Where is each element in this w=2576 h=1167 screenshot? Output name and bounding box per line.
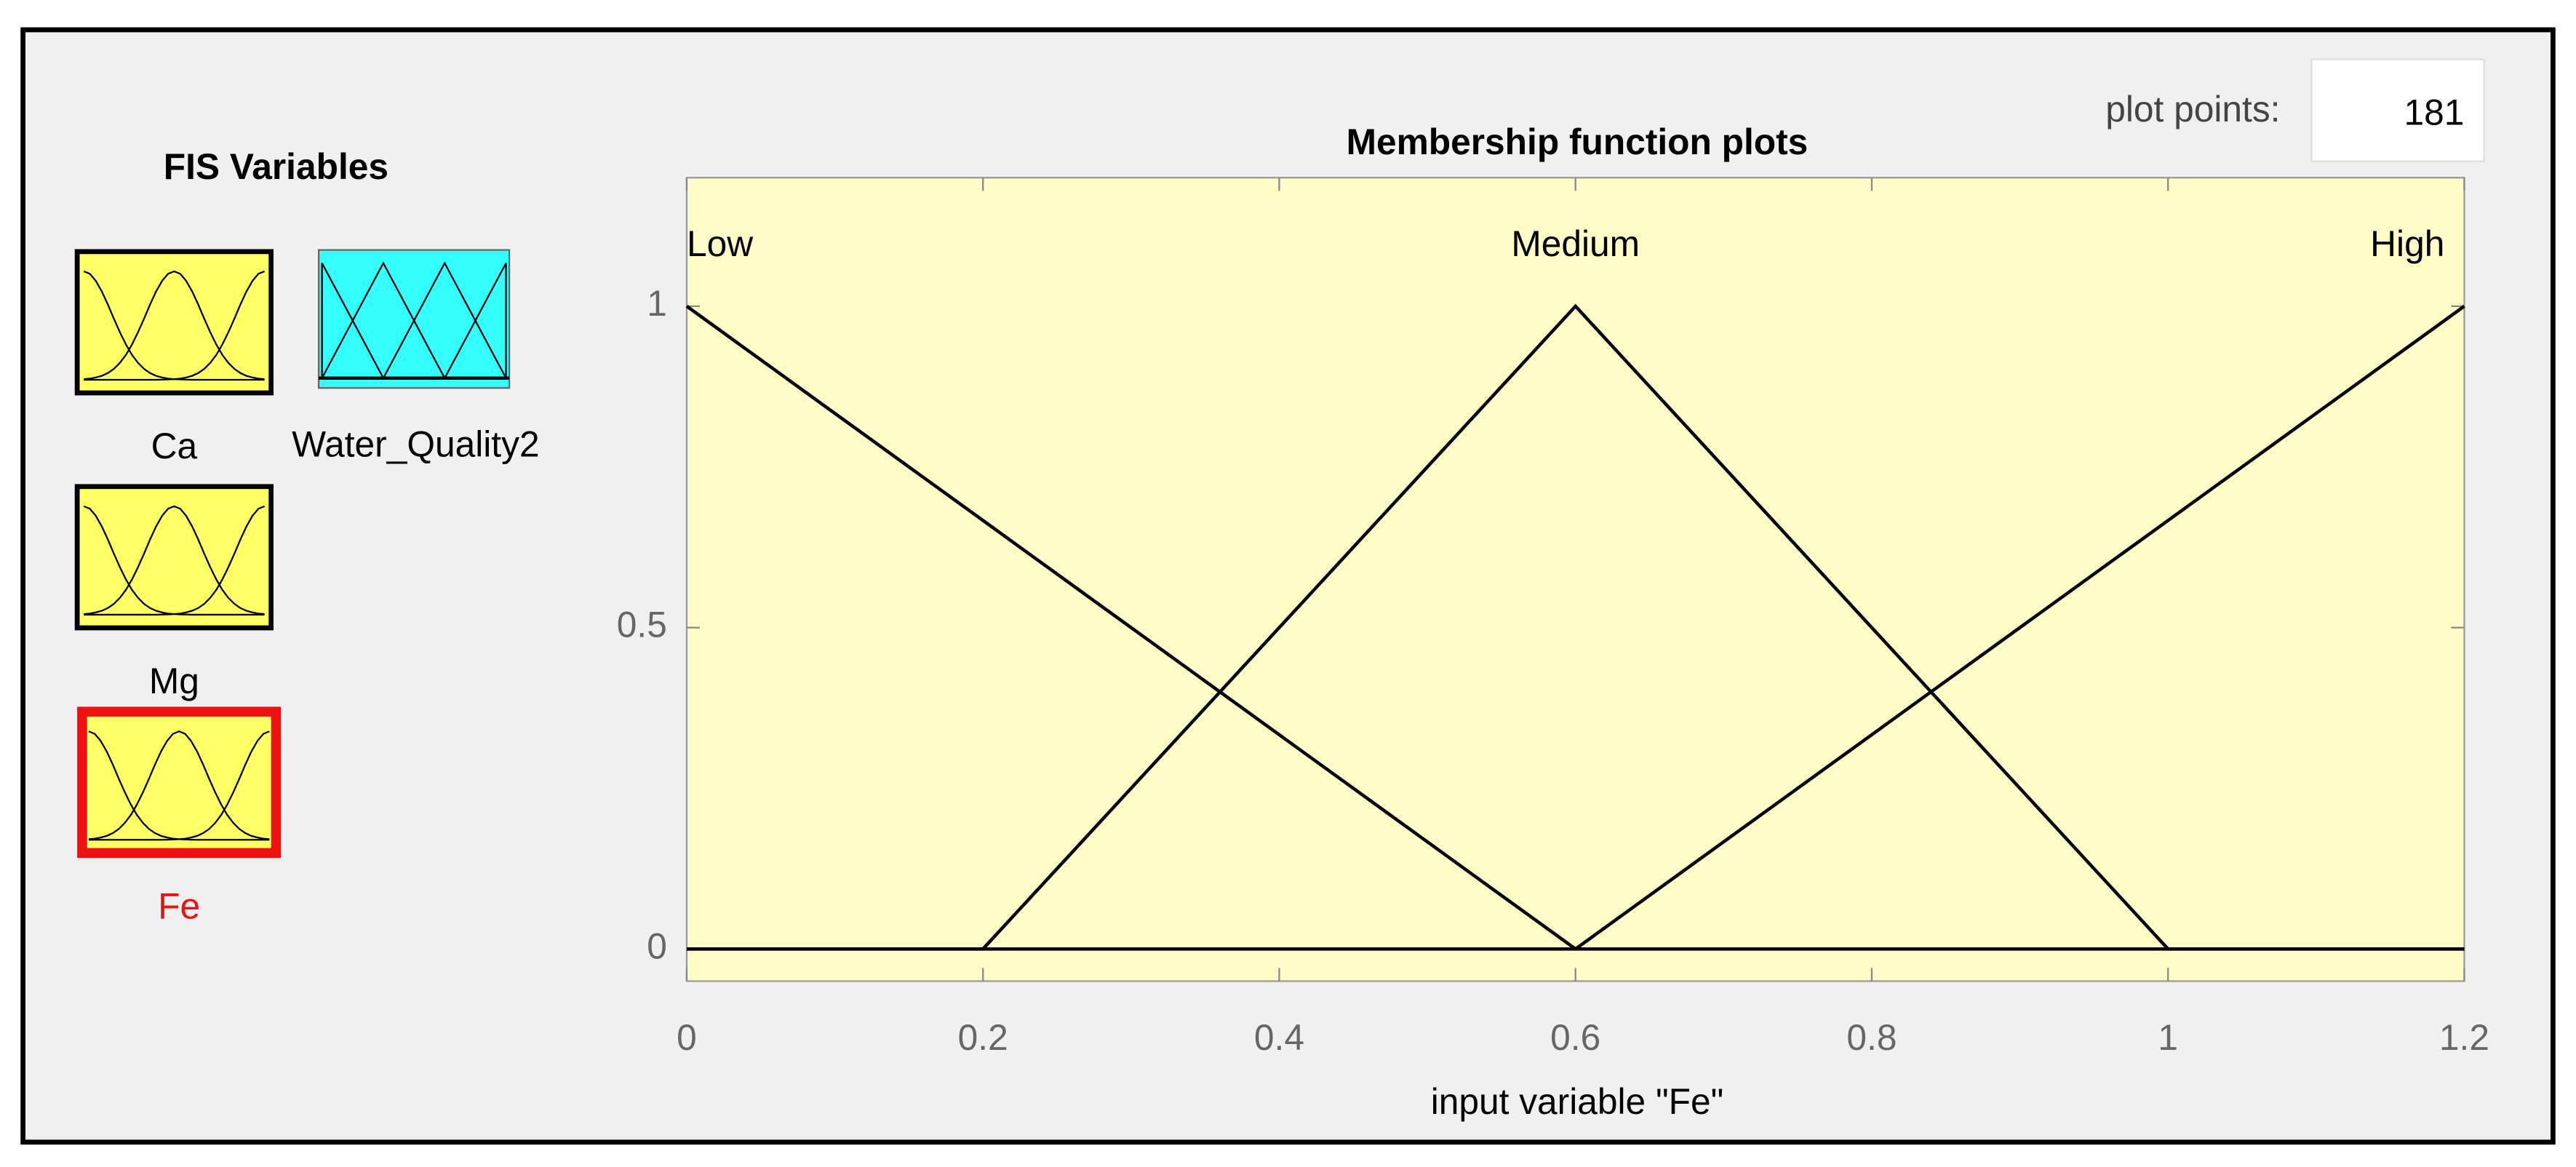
input-variable-box[interactable] xyxy=(77,706,282,859)
x-tick-label: 0.6 xyxy=(1550,1017,1600,1058)
input-variable-box[interactable] xyxy=(74,484,274,631)
x-tick-label: 0.8 xyxy=(1846,1017,1897,1058)
mf-icon xyxy=(88,730,270,841)
mf-name: High xyxy=(2370,223,2444,264)
y-tick-label: 1 xyxy=(647,283,667,324)
chart-title: Membership function plots xyxy=(1347,122,1809,162)
x-tick-label: 0.4 xyxy=(1254,1017,1304,1058)
input-variable-label[interactable]: Mg xyxy=(149,661,199,701)
x-tick-label: 0.2 xyxy=(958,1017,1008,1058)
mf-icon xyxy=(83,270,266,381)
x-tick-label: 1.2 xyxy=(2439,1017,2489,1058)
membership-function[interactable] xyxy=(686,305,2465,951)
input-variable-box[interactable] xyxy=(74,249,274,396)
mf-icon xyxy=(83,505,266,616)
plot-points-value[interactable]: 181 xyxy=(2404,92,2465,133)
output-variable-label[interactable]: Water_Quality2 xyxy=(292,424,539,465)
panel-title: FIS Variables xyxy=(164,146,388,187)
input-variable-label[interactable]: Ca xyxy=(151,426,198,466)
x-axis-label: input variable "Fe" xyxy=(1431,1081,1724,1122)
x-tick-label: 0 xyxy=(677,1017,697,1058)
mf-name: Low xyxy=(687,223,753,264)
plot-points-input[interactable] xyxy=(2310,58,2485,162)
plot-area xyxy=(685,177,2465,982)
y-tick-label: 0 xyxy=(647,925,667,966)
mf-name: Medium xyxy=(1511,223,1640,264)
input-variable-label[interactable]: Fe xyxy=(158,885,200,926)
plot-points-label: plot points: xyxy=(2105,89,2280,130)
x-tick-label: 1 xyxy=(2158,1017,2178,1058)
mf-icon xyxy=(321,261,507,379)
y-tick-label: 0.5 xyxy=(617,605,667,645)
